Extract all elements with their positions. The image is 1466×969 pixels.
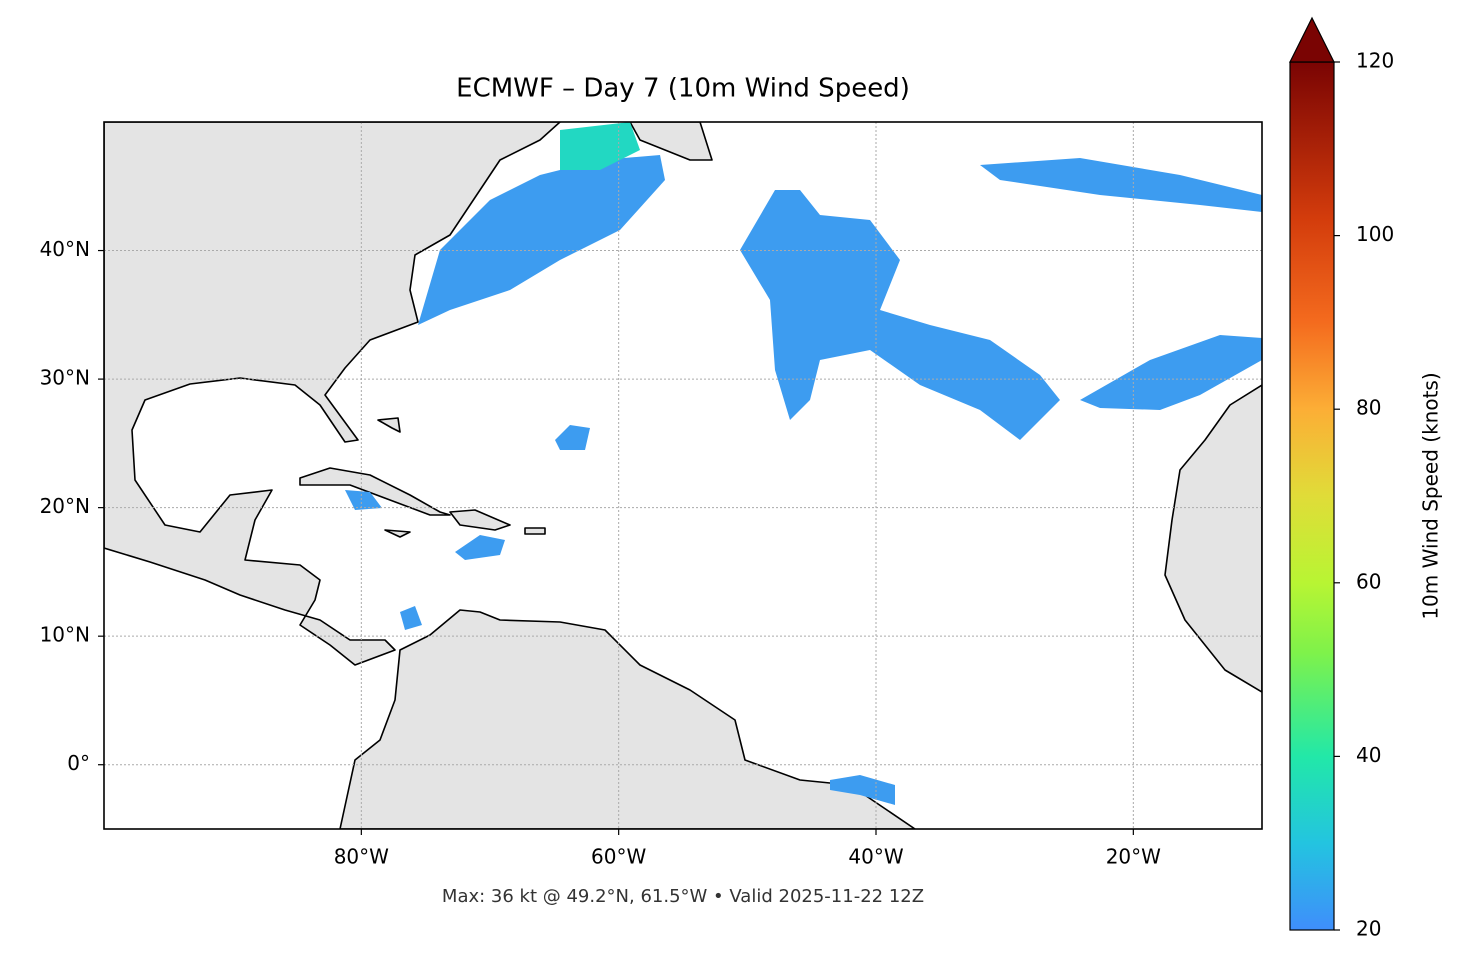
wind-area [455, 535, 505, 560]
x-tick-label: 40°W [848, 845, 903, 869]
wind-area [980, 158, 1262, 212]
y-tick-label: 40°N [40, 237, 90, 261]
wind-area [1080, 335, 1262, 410]
colorbar-tick-label: 100 [1356, 222, 1394, 246]
colorbar-extend [1289, 16, 1335, 63]
colorbar-tick-label: 60 [1356, 569, 1381, 593]
jamaica [384, 529, 411, 538]
puerto-rico [524, 527, 546, 535]
y-tick-label: 30°N [40, 366, 90, 390]
wind-area [830, 775, 895, 805]
newfoundland [629, 122, 713, 161]
wind-area [400, 606, 422, 630]
wind-area [560, 122, 640, 170]
grid [104, 122, 1262, 829]
colorbar-tick-label: 40 [1356, 743, 1381, 767]
x-tick-label: 60°W [591, 845, 646, 869]
subtitle: Max: 36 kt @ 49.2°N, 61.5°W • Valid 2025… [442, 886, 924, 907]
south-america [339, 609, 916, 829]
wind-area [345, 490, 382, 510]
north-america [104, 122, 561, 666]
x-tick-label: 20°W [1106, 845, 1161, 869]
wind-area [418, 155, 665, 325]
hispaniola [449, 509, 511, 531]
cuba [299, 467, 451, 516]
y-tick-label: 10°N [40, 623, 90, 647]
bahamas [377, 417, 401, 433]
y-tick-label: 20°N [40, 494, 90, 518]
wind-area [555, 425, 590, 450]
colorbar-tick-label: 80 [1356, 396, 1381, 420]
africa [1164, 384, 1262, 693]
chart-title: ECMWF – Day 7 (10m Wind Speed) [456, 74, 910, 104]
colorbar-label: 10m Wind Speed (knots) [1419, 372, 1443, 619]
wind-area [740, 190, 1060, 440]
x-tick-label: 80°W [334, 845, 389, 869]
colorbar [1289, 61, 1335, 931]
map [104, 122, 1262, 829]
y-tick-label: 0° [67, 751, 90, 775]
map-frame [103, 121, 1263, 830]
colorbar-tick-label: 20 [1356, 917, 1381, 941]
colorbar-tick-label: 120 [1356, 49, 1394, 73]
